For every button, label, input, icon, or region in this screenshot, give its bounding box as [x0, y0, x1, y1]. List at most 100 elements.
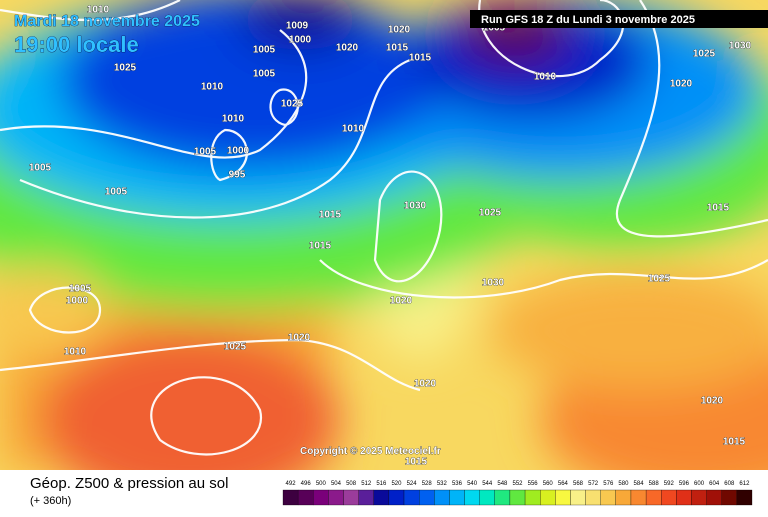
isobar-label: 1015 [309, 241, 332, 252]
legend-swatch [449, 489, 465, 506]
legend-swatch [464, 489, 480, 506]
isobar-label: 1005 [483, 23, 506, 34]
legend-swatch [691, 489, 707, 506]
copyright: Copyright © 2025 Meteociel.fr [300, 446, 441, 457]
legend-swatch [585, 489, 601, 506]
legend-label: 584 [634, 481, 645, 487]
legend-swatch [570, 489, 586, 506]
legend-label: 512 [361, 481, 372, 487]
isobar-label: 1010 [64, 347, 87, 358]
legend-swatch [676, 489, 692, 506]
legend-label: 552 [512, 481, 523, 487]
isobar-label: 1010 [342, 124, 365, 135]
isobar-label: 1020 [414, 379, 437, 390]
legend-label: 540 [467, 481, 478, 487]
legend-swatch [540, 489, 556, 506]
isobar-label: 1015 [723, 437, 746, 448]
legend-label: 596 [679, 481, 690, 487]
isobar-label: 1020 [288, 333, 311, 344]
legend-swatch [313, 489, 329, 506]
legend-swatch [555, 489, 571, 506]
isobar-label: 1010 [201, 82, 224, 93]
legend-label: 600 [694, 481, 705, 487]
legend-swatch [419, 489, 435, 506]
isobar-label: 1005 [194, 147, 217, 158]
isobar-label: 1020 [388, 25, 411, 36]
isobar-label: 1005 [253, 69, 276, 80]
legend-label: 564 [558, 481, 569, 487]
isobar-label: 1030 [404, 201, 427, 212]
isobar-label: 1015 [409, 53, 432, 64]
legend-label: 612 [739, 481, 750, 487]
legend-label: 508 [346, 481, 357, 487]
legend-label: 608 [724, 481, 735, 487]
legend-label: 556 [528, 481, 539, 487]
legend-label: 504 [331, 481, 342, 487]
isobar-labels: 1010 1005 1000 1009 1020 1015 1020 1015 1005 1010… [29, 4, 752, 468]
legend-swatch [661, 489, 677, 506]
isobar-label: 1025 [479, 208, 502, 219]
isobar-label: 1025 [281, 99, 304, 110]
legend-label: 520 [391, 481, 402, 487]
legend-swatch [615, 489, 632, 506]
legend-swatch [600, 489, 616, 506]
time-label: 19:00 locale [14, 32, 139, 57]
legend-label: 524 [407, 481, 418, 487]
legend-label: 572 [588, 481, 599, 487]
legend-label: 588 [649, 481, 660, 487]
isobar-label: 1015 [405, 457, 428, 468]
legend-swatch [494, 489, 511, 506]
isobar-label: 1025 [114, 63, 137, 74]
isobar-label: 1010 [222, 114, 245, 125]
legend-swatch [721, 489, 738, 506]
legend-label: 500 [316, 481, 327, 487]
legend-label: 568 [573, 481, 584, 487]
legend-label: 604 [709, 481, 720, 487]
legend-swatch [343, 489, 359, 506]
legend-swatch [434, 489, 450, 506]
isobar-label: 1010 [534, 72, 557, 83]
isobar-label: 1030 [482, 278, 505, 289]
isobar-label: 1020 [701, 396, 724, 407]
isobar-label: 1030 [729, 41, 752, 52]
date-label: Mardi 18 novembre 2025 [14, 13, 200, 30]
legend-swatch [736, 489, 753, 506]
isobar-label: 1005 [253, 45, 276, 56]
legend-swatch [524, 489, 541, 506]
legend-label: 544 [482, 481, 493, 487]
legend-label: 532 [437, 481, 448, 487]
run-label: Run GFS 18 Z du Lundi 3 novembre 2025 [481, 14, 695, 26]
isobar-label: 1000 [289, 35, 312, 46]
color-legend: 492 496 500 504 508 512 516 520 524 528 532 536 540 5… [282, 481, 753, 506]
legend-label: 548 [497, 481, 508, 487]
legend-label: 492 [286, 481, 297, 487]
legend-swatch [509, 489, 526, 506]
isobar-label: 1005 [69, 284, 92, 295]
legend-label: 580 [618, 481, 629, 487]
isobar-label: 995 [229, 170, 246, 181]
legend-swatch [630, 489, 647, 506]
legend-swatch [373, 489, 390, 506]
legend-swatch [645, 489, 662, 506]
legend-swatch [388, 489, 405, 506]
legend-swatch [479, 489, 495, 506]
legend-label: 516 [376, 481, 387, 487]
isobar-label: 1005 [105, 187, 128, 198]
legend-label: 536 [452, 481, 463, 487]
isobar-label: 1025 [648, 274, 671, 285]
isobar-label: 1020 [670, 79, 693, 90]
isobar-label: 1010 [87, 5, 110, 16]
run-box [470, 10, 768, 28]
legend-swatch [282, 489, 299, 506]
isobar-label: 1015 [386, 43, 409, 54]
legend-swatch [358, 489, 374, 506]
footer-title: Géop. Z500 & pression au sol [30, 475, 228, 492]
footer-lead: (+ 360h) [30, 495, 71, 507]
isobar-label: 1009 [286, 21, 309, 32]
legend-label: 528 [422, 481, 433, 487]
isobars [0, 0, 768, 456]
legend-label: 576 [603, 481, 614, 487]
isobar-label: 1020 [336, 43, 359, 54]
legend-label: 496 [301, 481, 312, 487]
